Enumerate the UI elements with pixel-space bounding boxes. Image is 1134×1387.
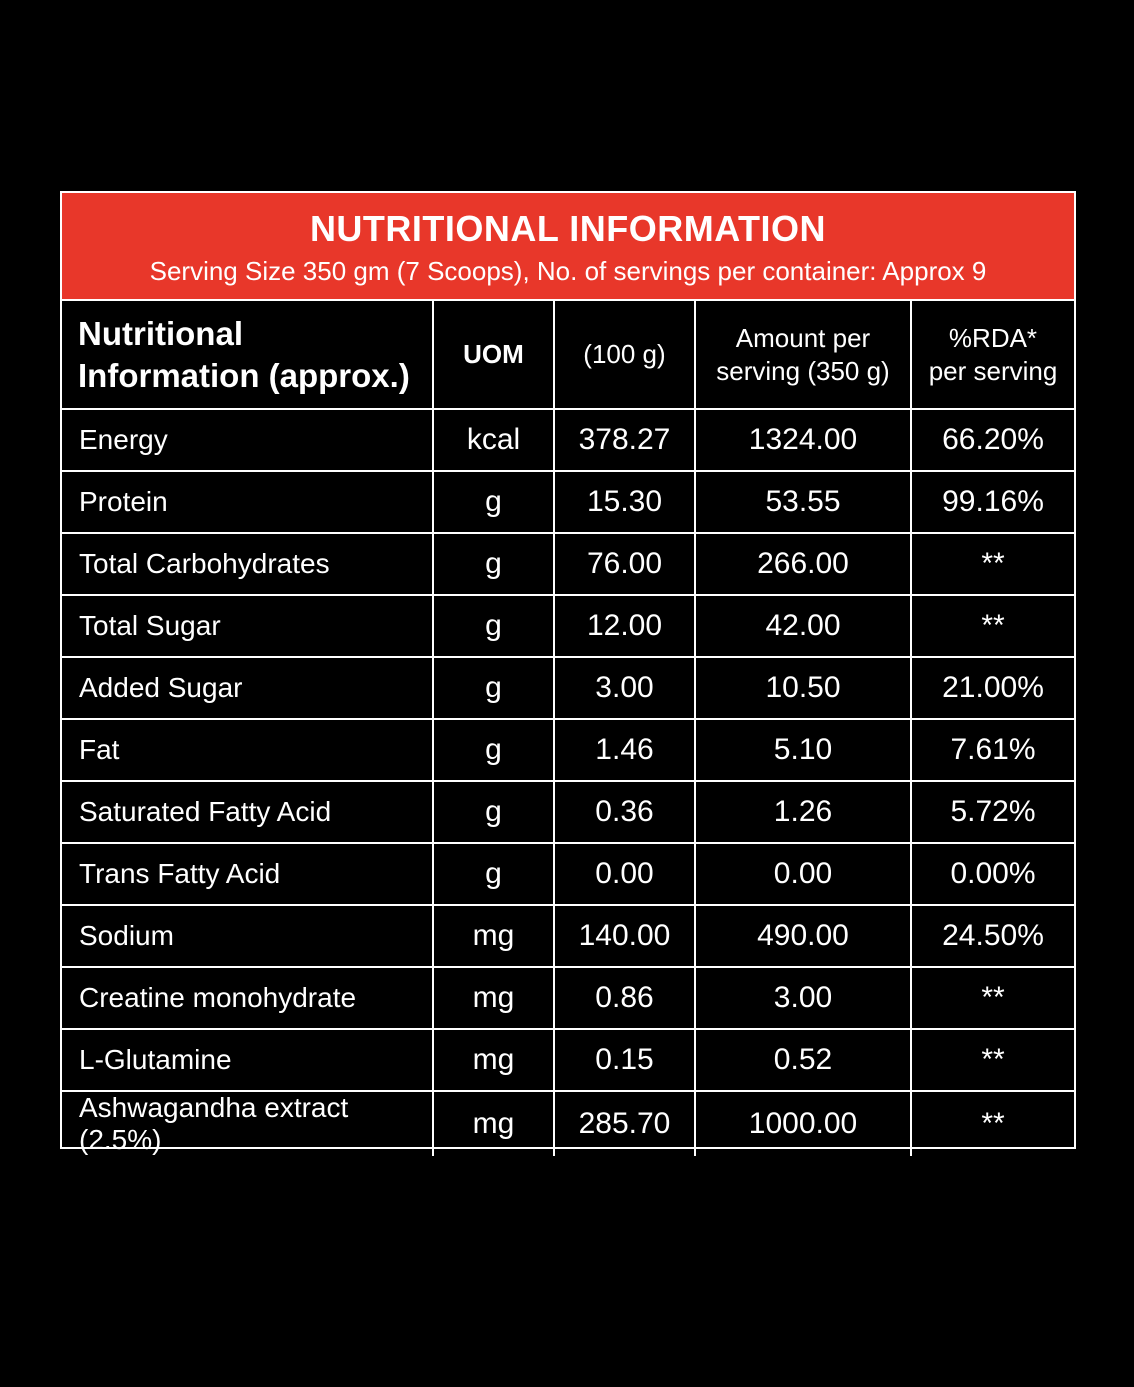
nutrient-per-100g: 12.00	[553, 594, 696, 658]
nutrient-per-100g: 0.00	[553, 842, 696, 906]
nutrient-rda: **	[910, 1090, 1074, 1156]
nutrient-per-100g: 0.36	[553, 780, 696, 844]
nutrient-per-serving: 10.50	[694, 656, 912, 720]
nutrient-per-serving: 5.10	[694, 718, 912, 782]
nutrient-per-serving: 1324.00	[694, 408, 912, 472]
nutrient-uom: mg	[432, 966, 555, 1030]
nutrient-per-serving: 266.00	[694, 532, 912, 596]
nutrient-uom: mg	[432, 1090, 555, 1156]
nutrient-rda: 7.61%	[910, 718, 1074, 782]
nutrient-per-serving: 490.00	[694, 904, 912, 968]
nutrient-rda: **	[910, 594, 1074, 658]
nutrition-panel: NUTRITIONAL INFORMATION Serving Size 350…	[60, 191, 1076, 1156]
header-name-line1: Nutritional	[78, 314, 243, 352]
nutrient-rda: **	[910, 966, 1074, 1030]
nutrient-per-100g: 0.86	[553, 966, 696, 1030]
table-row: Added Sugar g 3.00 10.50 21.00%	[62, 656, 1074, 720]
table-row: Creatine monohydrate mg 0.86 3.00 **	[62, 966, 1074, 1030]
nutrient-name: Fat	[62, 718, 434, 782]
nutrient-per-100g: 3.00	[553, 656, 696, 720]
nutrient-per-serving: 1000.00	[694, 1090, 912, 1156]
header-name-line2: Information (approx.)	[78, 356, 410, 394]
nutrient-uom: mg	[432, 1028, 555, 1092]
nutrient-per-serving: 1.26	[694, 780, 912, 844]
nutrient-rda: 0.00%	[910, 842, 1074, 906]
header-serving-line1: Amount per	[735, 322, 871, 353]
header-uom: UOM	[432, 301, 555, 410]
nutrient-per-serving: 42.00	[694, 594, 912, 658]
nutrient-per-serving: 3.00	[694, 966, 912, 1030]
header-rda: %RDA* per serving	[910, 301, 1074, 410]
table-row: Trans Fatty Acid g 0.00 0.00 0.00%	[62, 842, 1074, 906]
nutrient-per-100g: 15.30	[553, 470, 696, 534]
nutrient-rda: **	[910, 1028, 1074, 1092]
table-row: Total Sugar g 12.00 42.00 **	[62, 594, 1074, 658]
table-row: Saturated Fatty Acid g 0.36 1.26 5.72%	[62, 780, 1074, 844]
nutrient-uom: g	[432, 842, 555, 906]
serving-size-text: Serving Size 350 gm (7 Scoops), No. of s…	[149, 256, 987, 286]
header-per-serving: Amount per serving (350 g)	[694, 301, 912, 410]
table-row: L-Glutamine mg 0.15 0.52 **	[62, 1028, 1074, 1092]
nutrient-rda: 24.50%	[910, 904, 1074, 968]
table-row: Sodium mg 140.00 490.00 24.50%	[62, 904, 1074, 968]
nutrient-name: Sodium	[62, 904, 434, 968]
nutrient-uom: g	[432, 532, 555, 596]
nutrient-name: Creatine monohydrate	[62, 966, 434, 1030]
nutrient-name: Ashwagandha extract (2.5%)	[62, 1090, 434, 1156]
nutrient-uom: g	[432, 718, 555, 782]
nutrient-name: L-Glutamine	[62, 1028, 434, 1092]
table-row: Fat g 1.46 5.10 7.61%	[62, 718, 1074, 782]
table-row: Ashwagandha extract (2.5%) mg 285.70 100…	[62, 1090, 1074, 1156]
nutrient-uom: g	[432, 780, 555, 844]
table-row: Total Carbohydrates g 76.00 266.00 **	[62, 532, 1074, 596]
table-row: Protein g 15.30 53.55 99.16%	[62, 470, 1074, 534]
nutrient-per-serving: 53.55	[694, 470, 912, 534]
table-row: Energy kcal 378.27 1324.00 66.20%	[62, 408, 1074, 472]
nutrition-table-body: Energy kcal 378.27 1324.00 66.20% Protei…	[62, 408, 1074, 1156]
nutrient-per-serving: 0.00	[694, 842, 912, 906]
nutrient-uom: g	[432, 470, 555, 534]
nutrient-name: Trans Fatty Acid	[62, 842, 434, 906]
nutrient-per-100g: 140.00	[553, 904, 696, 968]
nutrient-rda: **	[910, 532, 1074, 596]
nutrient-rda: 99.16%	[910, 470, 1074, 534]
nutrient-per-serving: 0.52	[694, 1028, 912, 1092]
nutrition-banner: NUTRITIONAL INFORMATION Serving Size 350…	[62, 193, 1074, 301]
header-rda-line1: %RDA*	[948, 322, 1038, 353]
nutrient-per-100g: 0.15	[553, 1028, 696, 1092]
nutrient-per-100g: 378.27	[553, 408, 696, 472]
nutrient-name: Total Sugar	[62, 594, 434, 658]
nutrient-per-100g: 285.70	[553, 1090, 696, 1156]
header-per-100g: (100 g)	[553, 301, 696, 410]
header-serving-line2: serving (350 g)	[716, 355, 890, 386]
nutrient-name: Saturated Fatty Acid	[62, 780, 434, 844]
nutrient-uom: kcal	[432, 408, 555, 472]
nutrient-name: Added Sugar	[62, 656, 434, 720]
banner-title: NUTRITIONAL INFORMATION	[309, 208, 827, 249]
nutrient-rda: 21.00%	[910, 656, 1074, 720]
nutrient-name: Energy	[62, 408, 434, 472]
nutrient-uom: g	[432, 656, 555, 720]
nutrient-uom: mg	[432, 904, 555, 968]
nutrient-per-100g: 76.00	[553, 532, 696, 596]
nutrient-rda: 5.72%	[910, 780, 1074, 844]
nutrient-per-100g: 1.46	[553, 718, 696, 782]
nutrient-name: Protein	[62, 470, 434, 534]
nutrient-rda: 66.20%	[910, 408, 1074, 472]
header-nutritional-information: Nutritional Information (approx.)	[62, 301, 434, 410]
nutrient-uom: g	[432, 594, 555, 658]
table-header-row: Nutritional Information (approx.) UOM (1…	[62, 301, 1074, 410]
nutrition-table: Nutritional Information (approx.) UOM (1…	[62, 301, 1074, 1156]
nutrient-name: Total Carbohydrates	[62, 532, 434, 596]
header-rda-line2: per serving	[928, 355, 1058, 386]
